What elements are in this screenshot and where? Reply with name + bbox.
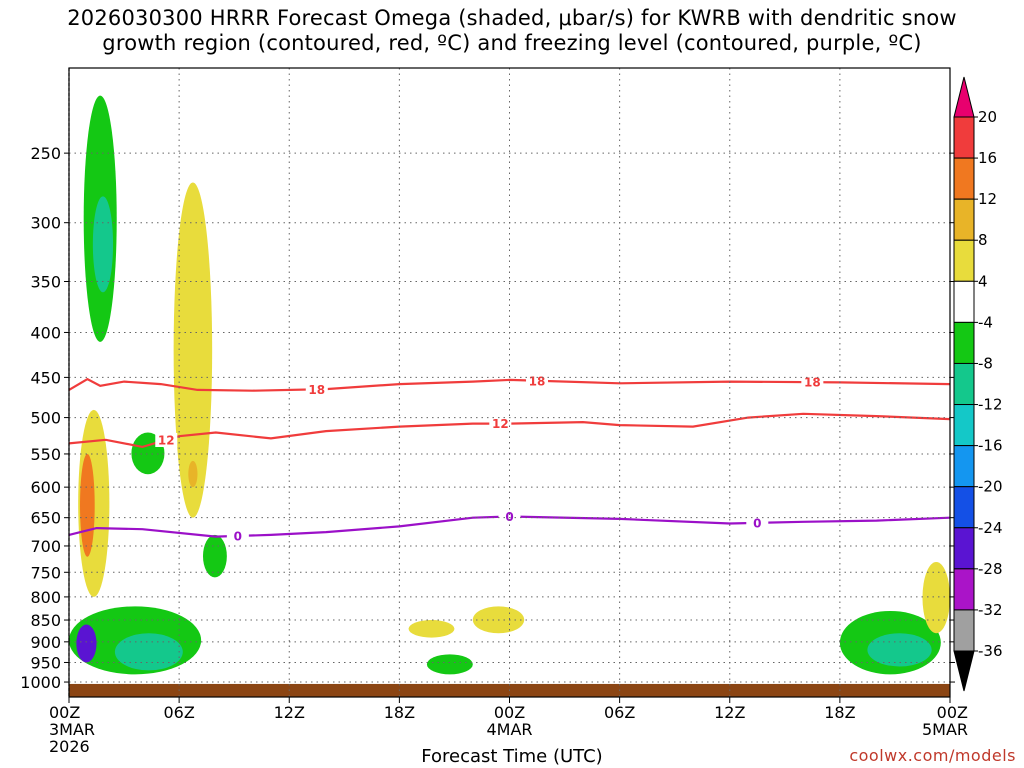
colorbar-label: -24 — [978, 519, 1003, 537]
colorbar-label: 12 — [978, 190, 997, 208]
x-tick-label: 00Z — [494, 703, 525, 722]
contour-label-0: 0 — [753, 516, 761, 530]
contour-label-18: 18 — [308, 383, 325, 397]
colorbar-swatch — [953, 239, 975, 282]
contour-label-bg — [489, 416, 512, 431]
y-tick-label: 700 — [30, 537, 61, 556]
colorbar-label: 20 — [978, 108, 997, 126]
colorbar-swatch — [953, 198, 975, 241]
x-tick-sublabel: 3MAR — [49, 720, 95, 739]
colorbar-swatch — [953, 404, 975, 447]
y-tick-label: 1000 — [20, 673, 61, 692]
contour-label-0: 0 — [505, 510, 513, 524]
x-tick-label: 12Z — [714, 703, 745, 722]
omega-shade-1 — [92, 196, 114, 293]
colorbar-swatch — [953, 362, 975, 406]
y-tick-label: 850 — [30, 611, 61, 630]
y-tick-label: 550 — [30, 445, 61, 464]
contour-label-bg — [746, 515, 769, 530]
contour-label-bg — [305, 382, 328, 397]
y-tick-label: 450 — [30, 368, 61, 387]
colorbar-label: 16 — [978, 149, 997, 167]
y-tick-label: 950 — [30, 653, 61, 672]
colorbar-swatch — [953, 116, 975, 159]
colorbar-label: 8 — [978, 231, 988, 249]
colorbar-swatch — [953, 157, 975, 200]
x-tick-label: 00Z — [49, 703, 80, 722]
contour-label-18: 18 — [529, 374, 546, 388]
plot-area: 18 18 18 12 12 0 0 0 — [68, 95, 951, 697]
colorbar-bottom-arrow — [953, 650, 975, 692]
omega-shade-15 — [867, 633, 932, 667]
x-tick-label: 18Z — [384, 703, 415, 722]
chart-title: 2026030300 HRRR Forecast Omega (shaded, … — [0, 6, 1024, 56]
colorbar-label: 4 — [978, 272, 988, 290]
y-tick-label: 250 — [30, 144, 61, 163]
y-tick-label: 650 — [30, 509, 61, 528]
colorbar-top-arrow — [953, 76, 975, 118]
omega-shade-11 — [408, 620, 455, 638]
contour-label-0: 0 — [234, 529, 242, 543]
colorbar-swatch — [953, 321, 975, 364]
omega-shade-3 — [188, 460, 198, 488]
colorbar-label: -12 — [978, 396, 1003, 414]
colorbar-label: -4 — [978, 313, 993, 331]
x-axis-label: Forecast Time (UTC) — [421, 746, 603, 767]
colorbar-swatch — [953, 486, 975, 529]
contour-0 — [68, 515, 951, 538]
colorbar-swatch — [953, 527, 975, 570]
colorbar-swatch — [953, 609, 975, 652]
colorbar-label: -20 — [978, 478, 1003, 496]
omega-shade-16 — [922, 561, 950, 634]
contour-label-bg — [498, 509, 521, 524]
y-tick-label: 500 — [30, 409, 61, 428]
y-tick-label: 800 — [30, 588, 61, 607]
omega-shade-5 — [80, 453, 95, 557]
colorbar-label: -32 — [978, 601, 1003, 619]
x-tick-label: 06Z — [163, 703, 194, 722]
x-tick-label: 18Z — [824, 703, 855, 722]
colorbar-label: -36 — [978, 642, 1003, 660]
colorbar-swatch — [953, 568, 975, 611]
axes: 250 300 350 400 450 500 550 600 650 700 750 800 850 9… — [20, 67, 968, 756]
colorbar: 20 16 12 8 4 -4 -8 -12 -16 -20 -24 -28 -32 -36 — [953, 76, 1003, 692]
contour-label-bg — [155, 432, 178, 447]
x-tick-label: 00Z — [937, 703, 968, 722]
x-tick-label: 06Z — [604, 703, 635, 722]
contour-label-12: 12 — [158, 433, 175, 447]
chart-title-line1: 2026030300 HRRR Forecast Omega (shaded, … — [67, 6, 957, 30]
colorbar-label: -16 — [978, 437, 1003, 455]
credit-text: coolwx.com/models — [849, 746, 1016, 765]
y-tick-label: 400 — [30, 323, 61, 342]
contour-label-12: 12 — [492, 417, 509, 431]
y-tick-label: 350 — [30, 273, 61, 292]
chart-title-line2: growth region (contoured, red, ºC) and f… — [102, 31, 922, 55]
y-tick-label: 750 — [30, 563, 61, 582]
omega-shade-10 — [76, 624, 97, 663]
omega-shade-7 — [202, 534, 227, 578]
omega-shade-9 — [114, 633, 183, 671]
colorbar-swatch — [953, 280, 975, 323]
y-tick-label: 600 — [30, 478, 61, 497]
colorbar-label: -28 — [978, 560, 1003, 578]
omega-shade-12 — [426, 654, 473, 675]
colorbar-swatch — [953, 445, 975, 488]
x-tick-sublabel: 5MAR — [922, 720, 968, 739]
contour-label-bg — [801, 375, 824, 390]
y-tick-label: 900 — [30, 633, 61, 652]
contour-label-bg — [226, 528, 249, 543]
y-tick-label: 300 — [30, 214, 61, 233]
x-tick-sublabel: 4MAR — [486, 720, 532, 739]
contour-label-18: 18 — [804, 376, 821, 390]
colorbar-label: -8 — [978, 354, 993, 372]
x-tick-label: 12Z — [274, 703, 305, 722]
x-tick-sublabel2: 2026 — [49, 737, 90, 756]
